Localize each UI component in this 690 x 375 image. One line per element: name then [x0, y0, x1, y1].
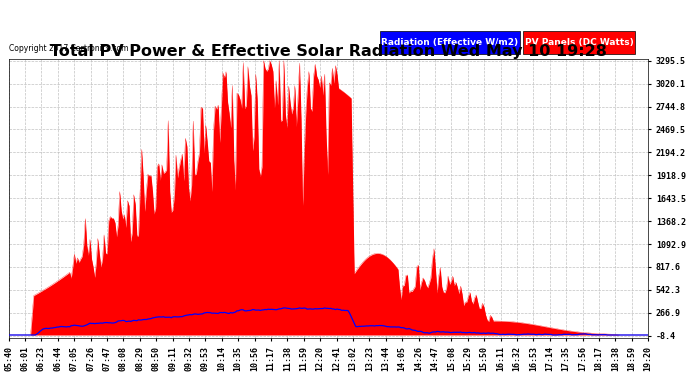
Text: Radiation (Effective W/m2): Radiation (Effective W/m2) — [382, 38, 518, 47]
Text: PV Panels (DC Watts): PV Panels (DC Watts) — [525, 38, 634, 47]
Title: Total PV Power & Effective Solar Radiation Wed May 10 19:28: Total PV Power & Effective Solar Radiati… — [50, 44, 607, 59]
FancyBboxPatch shape — [524, 32, 635, 54]
Text: Copyright 2017 Cartronics.com: Copyright 2017 Cartronics.com — [9, 44, 129, 53]
FancyBboxPatch shape — [380, 32, 520, 54]
